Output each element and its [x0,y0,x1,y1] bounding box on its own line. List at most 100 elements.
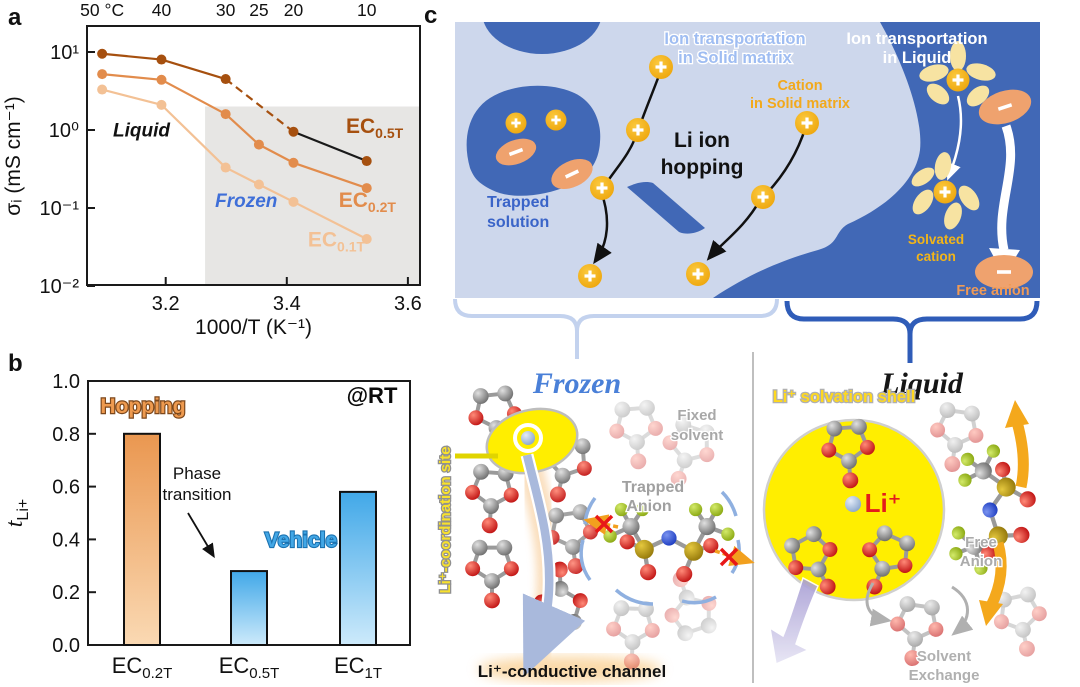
li-ring [513,423,543,453]
trapped-anion-label: Trapped [622,479,684,496]
transference-number-bar-chart: 0.0 0.2 0.4 0.6 0.8 1.0 EC0.2T EC0.5T EC1T tLi+ Ho… [2,371,411,682]
li-transport-arrow [768,576,819,666]
svg-text:1.0: 1.0 [52,371,80,393]
y-axis-title: tLi+ [2,499,32,527]
category-label: EC0.5T [219,653,280,682]
data-point [361,234,372,245]
panel-a-label: a [8,4,22,31]
trapped-anion-label: Anion [626,498,671,515]
data-point [156,74,167,85]
anion-mobility-arrow-down [986,541,1007,609]
solvated-cation-label: cation [916,249,956,264]
anion-mobility-arrow-up [1011,420,1029,489]
cation-in-matrix-label: in Solid matrix [750,96,850,112]
temperature-tick: 50 °C [80,0,124,20]
svg-text:0.8: 0.8 [52,424,80,446]
anion-mobility-arrowhead [979,600,1003,626]
data-point [253,139,264,150]
vehicle-annotation: Vehicle [265,529,337,552]
frozen-brace [453,298,779,332]
data-point [288,196,299,207]
trapped-solution-label: Trapped [487,194,549,211]
li-conductive-channel-arrow [522,453,586,678]
svg-text:3.6: 3.6 [394,293,422,315]
solvated-cation-top [919,41,996,107]
free-anion-label: Free [965,534,997,551]
frozen-molecular-view: Frozen Li⁺-coordination site [436,367,755,682]
svg-text:3.2: 3.2 [152,293,180,315]
li-atom [845,496,861,512]
matrix-wedge [627,182,705,234]
svg-text:0.6: 0.6 [52,477,80,499]
phase-annotation: Frozen [215,191,277,212]
temperature-tick: 20 [284,0,304,20]
series-label: EC0.2T [339,189,397,215]
data-point [288,126,299,137]
free-anion-label: Free anion [956,283,1029,299]
data-point [220,74,231,85]
phase-transition-arrow [187,512,215,559]
ec-molecule-faded [605,396,668,474]
temperature-tick: 10 [357,0,377,20]
free-anion-arrow [997,124,1016,251]
free-anion-label: Anion [960,553,1003,570]
solid-liquid-schematic: Ion transportation in Solid matrix Ion t… [455,22,1040,299]
series-0.1T: EC0.1T [97,84,372,255]
svg-text:10⁻¹: 10⁻¹ [40,198,80,220]
liquid-title: Liquid [880,367,964,400]
solvent-exchange-label: Solvent [917,648,971,665]
bar-1T [339,490,377,646]
data-point [361,183,372,194]
bar-0.2T [123,432,161,646]
li-ion-hopping-label: Li ion [674,129,730,152]
data-point [97,48,108,59]
anion-mobility-arrowhead [1005,400,1029,428]
svg-text:10¹: 10¹ [50,42,79,64]
liquid-blob [483,22,601,54]
data-point [156,54,167,65]
x-axis-title: 1000/T (K⁻¹) [195,316,312,339]
category-label: EC0.2T [112,653,173,682]
series-label: EC0.5T [346,115,404,141]
data-point [288,157,299,168]
solvated-cation-label: Solvated [908,232,964,247]
svg-text:0.2: 0.2 [52,582,80,604]
series-label: EC0.1T [308,229,366,255]
data-point [156,99,167,110]
solvent-exchange-label: Exchange [909,667,980,684]
data-point [220,109,231,120]
fixed-solvent-label: Fixed [677,407,716,424]
trapped-solution-label: solution [487,214,549,231]
solid-matrix-transport-label: in Solid matrix [678,49,793,67]
conductivity-arrhenius-plot: 10¹ 10⁰ 10⁻¹ 10⁻² 3.2 3.4 3.6 50 °C 40 30 25 20 10 10… [2,0,422,339]
data-point [220,162,231,173]
rt-annotation: @RT [347,383,398,408]
y-axis-title: σᵢ (mS cm⁻¹) [2,96,25,216]
plot-b: 0.0 0.2 0.4 0.6 0.8 1.0 EC0.2T EC0.5T EC1T tLi+ Ho… [2,371,411,682]
blocked-motion-arrow [583,514,619,535]
conductive-channel-label: Li⁺-conductive channel [478,662,666,681]
panel-c-label: c [424,2,438,29]
temperature-tick: 30 [216,0,236,20]
fixed-solvent-label: solvent [671,427,724,444]
phase-transition-annotation: Phase [173,464,221,483]
hopping-cations [578,55,819,288]
data-point [253,179,264,190]
phase-braces [453,298,1040,363]
svg-text:0.0: 0.0 [52,635,80,657]
series-0.2T: EC0.2T [97,69,396,215]
svg-text:0.4: 0.4 [52,529,80,551]
solvent-exchange-arrow [865,582,892,627]
li-atom [521,431,535,445]
data-point [361,156,372,167]
solvent-exchange-arrow [951,585,974,636]
category-label: EC1T [334,653,382,682]
frozen-title: Frozen [532,367,621,400]
plot-a: 10¹ 10⁰ 10⁻¹ 10⁻² 3.2 3.4 3.6 50 °C 40 30 25 20 10 10… [2,0,422,339]
liquid-transport-label: in Liquid [883,49,952,67]
svg-text:10⁻²: 10⁻² [40,276,80,298]
phase-transition-annotation: transition [163,485,232,504]
li-ion-label: Li⁺ [865,488,902,518]
solvation-arrow [946,95,963,181]
